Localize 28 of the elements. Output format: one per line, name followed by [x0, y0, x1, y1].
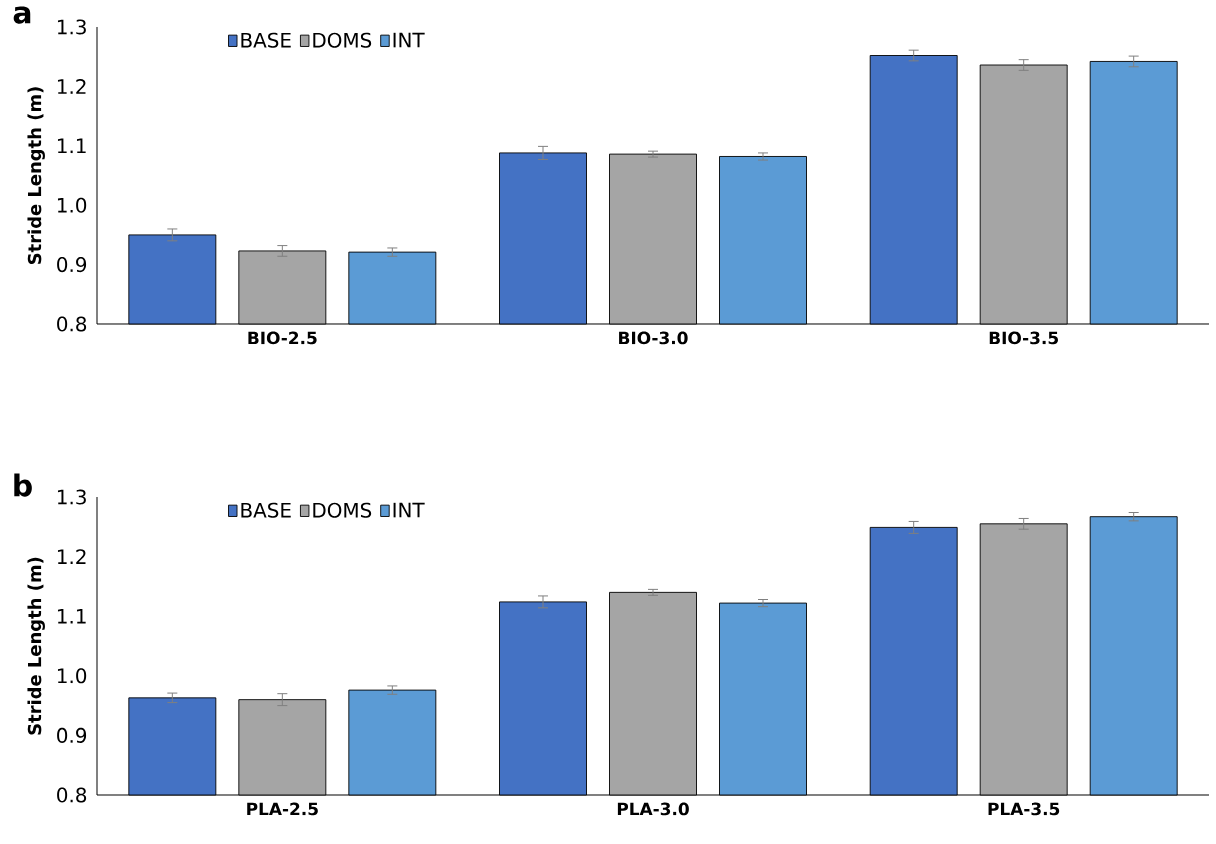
y-tick-label: 1.0 — [57, 197, 87, 213]
y-tick-label: 1.1 — [57, 608, 86, 624]
x-tick-label: BIO-3.0 — [619, 331, 688, 345]
x-tick-label: PLA-2.5 — [247, 802, 318, 816]
legend-label: BASE — [241, 32, 291, 48]
y-tick-label: 1.1 — [57, 138, 86, 154]
y-tick-label: 0.8 — [57, 787, 87, 803]
legend-label: INT — [393, 502, 425, 518]
x-tick-label: BIO-3.5 — [989, 331, 1058, 345]
chart-title: a — [13, 6, 31, 24]
legend-label: BASE — [241, 502, 291, 518]
y-axis-title: Stride Length (m) — [27, 557, 45, 735]
legend-label: DOMS — [313, 502, 372, 518]
y-axis-title: Stride Length (m) — [27, 87, 45, 264]
y-tick-label: 0.9 — [57, 257, 87, 273]
y-tick-label: 1.2 — [57, 549, 86, 564]
y-tick-label: 0.8 — [57, 316, 87, 332]
y-tick-label: 1.2 — [57, 79, 86, 94]
chart-title: b — [14, 473, 32, 497]
x-tick-label: PLA-3.0 — [617, 802, 689, 816]
x-tick-label: BIO-2.5 — [248, 331, 317, 345]
y-tick-label: 0.9 — [57, 727, 87, 743]
y-tick-label: 1.3 — [57, 19, 86, 35]
y-tick-label: 1.0 — [57, 668, 87, 684]
x-tick-label: PLA-3.5 — [988, 802, 1060, 816]
legend-label: DOMS — [313, 32, 372, 48]
y-tick-label: 1.3 — [57, 489, 86, 505]
legend-label: INT — [393, 32, 425, 48]
